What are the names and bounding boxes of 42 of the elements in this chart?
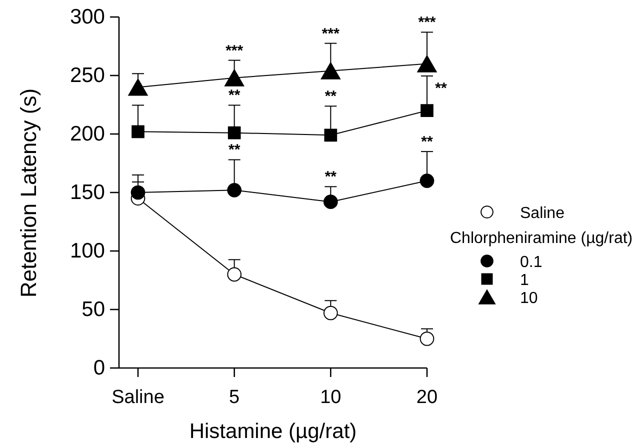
annotation: ** [228, 87, 240, 104]
y-tick-label: 200 [70, 122, 105, 146]
annotation: ** [421, 134, 433, 151]
point [417, 55, 437, 72]
legend-label: Saline [520, 205, 565, 222]
point [130, 185, 146, 200]
point [323, 194, 338, 210]
point [224, 69, 244, 86]
x-tick-label: Saline [112, 387, 164, 408]
point [227, 267, 242, 282]
annotation: ** [435, 80, 447, 98]
y-axis-title: Retention Latency (s) [16, 88, 41, 298]
x-tick-label: 10 [320, 387, 342, 408]
x-tick-label: 5 [229, 387, 240, 408]
annotation: ** [324, 168, 337, 186]
y-tick-label: 250 [70, 64, 105, 88]
point [132, 125, 144, 138]
annotation: *** [418, 14, 436, 32]
annotation: *** [322, 25, 340, 42]
point [420, 332, 434, 346]
y-tick-label: 0 [93, 356, 105, 380]
legend-label: 0.1 [520, 254, 542, 271]
point [228, 126, 241, 140]
legend-label: 10 [520, 290, 538, 307]
point [420, 104, 434, 118]
y-tick-label: 100 [70, 240, 105, 263]
y-tick-label: 50 [82, 298, 105, 322]
annotation: ** [324, 88, 337, 106]
annotation: ** [228, 142, 240, 159]
point [128, 78, 148, 96]
annotation: *** [226, 42, 244, 60]
point [227, 182, 242, 198]
legend-title: Chlorpheniramine (µg/rat) [450, 230, 633, 247]
legend-label: 1 [520, 272, 529, 289]
y-tick-label: 300 [70, 6, 105, 29]
point [324, 128, 338, 142]
x-tick-label: 20 [416, 387, 438, 408]
point [420, 174, 434, 188]
point [323, 306, 338, 320]
point [320, 62, 340, 80]
x-axis-title: Histamine (µg/rat) [189, 420, 357, 443]
y-tick-label: 150 [70, 181, 105, 204]
